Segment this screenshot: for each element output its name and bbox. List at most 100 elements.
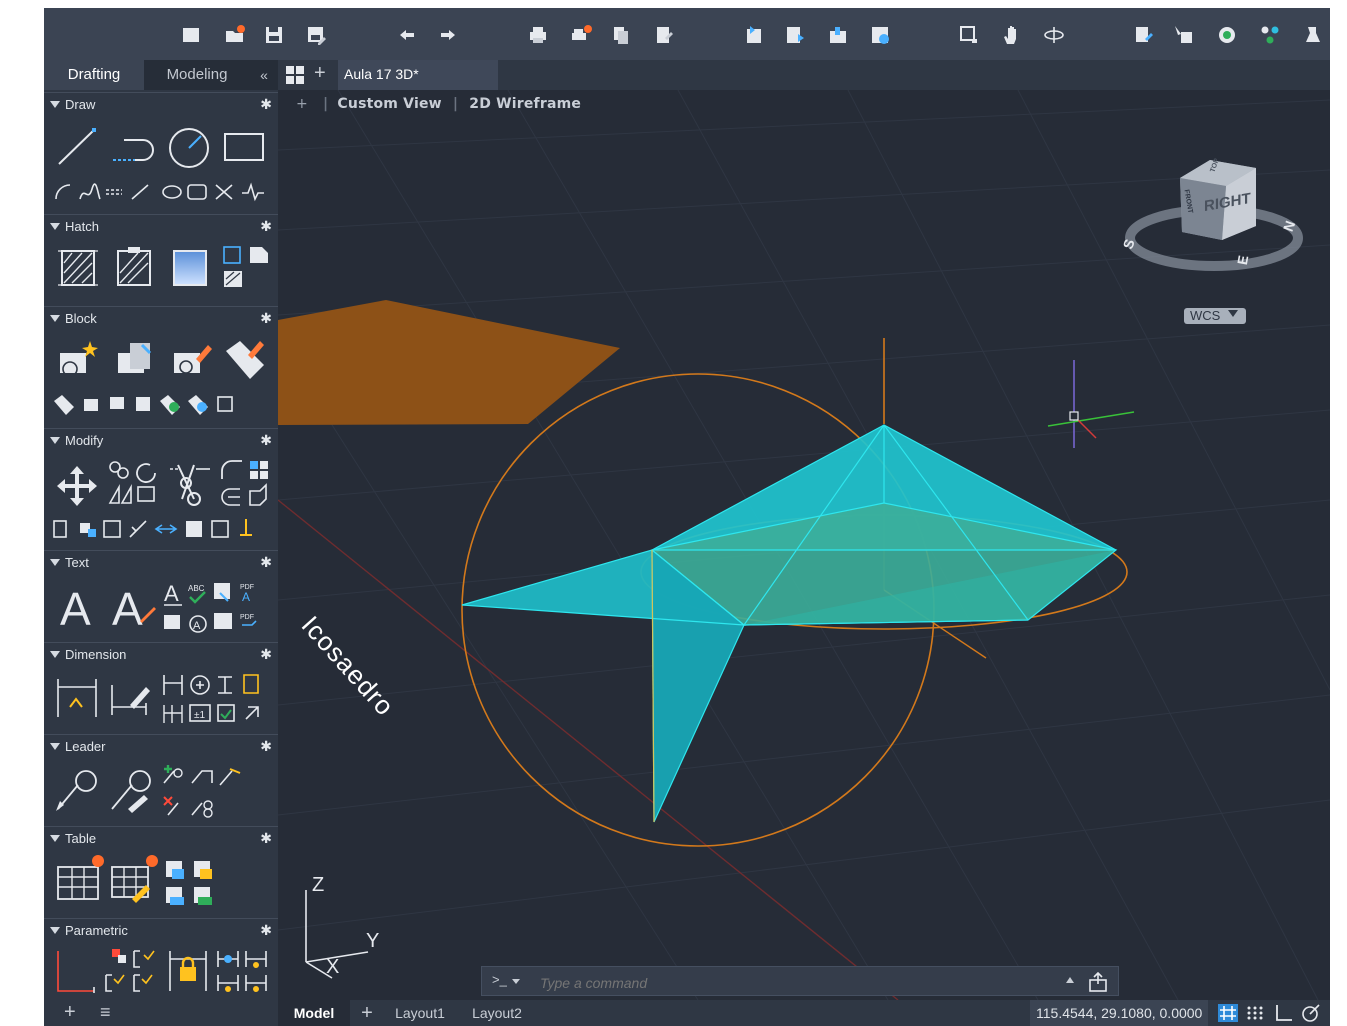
- gear-icon[interactable]: ✱: [260, 830, 272, 846]
- wcs-dropdown[interactable]: WCS: [1184, 308, 1246, 324]
- drawing-viewport[interactable]: + | Custom View | 2D Wireframe Icosaedro…: [278, 90, 1330, 1000]
- section-header[interactable]: Parametric ✱: [44, 919, 278, 943]
- gear-icon[interactable]: ✱: [260, 218, 272, 234]
- trim-tool-icon[interactable]: [166, 459, 214, 511]
- layer-states-icon[interactable]: [1259, 24, 1281, 46]
- batch-plot-icon[interactable]: [570, 24, 592, 46]
- modify-copy-rotate-icons[interactable]: [106, 459, 158, 511]
- circle-tool-icon[interactable]: [168, 127, 210, 169]
- tab-modeling[interactable]: Modeling: [166, 66, 228, 83]
- add-layout-button[interactable]: +: [361, 1002, 373, 1024]
- section-header[interactable]: Modify ✱: [44, 429, 278, 453]
- collapse-palette-button[interactable]: «: [260, 67, 268, 83]
- polar-tracking-icon[interactable]: [1300, 1003, 1322, 1023]
- section-header[interactable]: Hatch ✱: [44, 215, 278, 239]
- create-block-icon[interactable]: [56, 339, 100, 381]
- grid-view-icon[interactable]: [286, 66, 304, 84]
- hatch-edit-icon[interactable]: [112, 245, 156, 291]
- leader-edit-icon[interactable]: [108, 767, 156, 813]
- properties-icon[interactable]: [1133, 24, 1155, 46]
- view-name-button[interactable]: Custom View: [337, 96, 442, 112]
- import-icon[interactable]: [743, 24, 765, 46]
- redo-icon[interactable]: [437, 24, 459, 46]
- gear-icon[interactable]: ✱: [260, 554, 272, 570]
- design-center-icon[interactable]: [1216, 24, 1238, 46]
- add-palette-button[interactable]: +: [64, 1001, 76, 1023]
- save-icon[interactable]: [263, 24, 285, 46]
- smart-dimension-icon[interactable]: [54, 675, 100, 721]
- rectangle-tool-icon[interactable]: [222, 131, 266, 163]
- polyline-tool-icon[interactable]: [110, 133, 156, 165]
- tab-drafting[interactable]: Drafting: [44, 60, 144, 90]
- insert-block-icon[interactable]: [114, 339, 158, 381]
- gear-icon[interactable]: ✱: [260, 96, 272, 112]
- viewcube[interactable]: [1125, 160, 1303, 271]
- tab-layout1[interactable]: Layout1: [395, 1005, 445, 1021]
- table-tool-icon[interactable]: [54, 853, 106, 905]
- table-small-tools-icon[interactable]: [162, 859, 222, 911]
- edit-block-icon[interactable]: [170, 339, 214, 381]
- single-line-text-icon[interactable]: A: [110, 585, 158, 629]
- modify-small-tools-icon[interactable]: [52, 517, 272, 541]
- boundary-tool-icon[interactable]: [220, 243, 272, 295]
- fillet-array-icons[interactable]: [220, 459, 272, 511]
- section-header[interactable]: Text ✱: [44, 551, 278, 575]
- gear-icon[interactable]: ✱: [260, 922, 272, 938]
- chevron-down-icon[interactable]: [512, 979, 520, 984]
- dimensional-constraint-icon[interactable]: [166, 945, 210, 995]
- draw-small-tools-icon[interactable]: [52, 181, 274, 203]
- multiline-text-icon[interactable]: A: [58, 585, 98, 629]
- gear-icon[interactable]: ✱: [260, 432, 272, 448]
- block-attribute-icon[interactable]: [222, 337, 270, 381]
- share-drawing-icon[interactable]: [869, 24, 891, 46]
- snap-toggle-icon[interactable]: [1246, 1005, 1264, 1021]
- extract-data-icon[interactable]: [108, 853, 160, 905]
- section-header[interactable]: Table ✱: [44, 827, 278, 851]
- viewport-menu-button[interactable]: +: [296, 96, 308, 112]
- plot-icon[interactable]: [527, 24, 549, 46]
- parametric-small-tools-icon[interactable]: [216, 947, 272, 997]
- undo-icon[interactable]: [396, 24, 418, 46]
- orbit-icon[interactable]: [1043, 24, 1065, 46]
- command-input[interactable]: [538, 972, 1062, 994]
- share-icon[interactable]: [1088, 971, 1108, 992]
- sheet-set-icon[interactable]: [610, 24, 632, 46]
- palette-menu-button[interactable]: ≡: [100, 1002, 111, 1022]
- new-tab-button[interactable]: +: [314, 62, 326, 84]
- tab-layout2[interactable]: Layout2: [472, 1005, 522, 1021]
- open-file-icon[interactable]: [224, 24, 246, 46]
- gear-icon[interactable]: ✱: [260, 738, 272, 754]
- publish-icon[interactable]: [653, 24, 675, 46]
- hatch-tool-icon[interactable]: [56, 245, 100, 291]
- move-tool-icon[interactable]: [54, 463, 100, 509]
- markup-icon[interactable]: [1302, 24, 1324, 46]
- coordinates-readout[interactable]: 115.4544, 29.1080, 0.0000: [1030, 1000, 1209, 1026]
- text-small-tools-icon[interactable]: A ABC PDF A A PDF: [162, 579, 274, 639]
- geometric-constraint-icon[interactable]: [54, 947, 98, 995]
- line-tool-icon[interactable]: [56, 127, 98, 167]
- gear-icon[interactable]: ✱: [260, 310, 272, 326]
- section-header[interactable]: Leader ✱: [44, 735, 278, 759]
- gear-icon[interactable]: ✱: [260, 646, 272, 662]
- gradient-tool-icon[interactable]: [168, 245, 212, 291]
- attach-icon[interactable]: [827, 24, 849, 46]
- match-properties-icon[interactable]: [1173, 24, 1195, 46]
- dimension-small-tools-icon[interactable]: ±1: [162, 671, 274, 729]
- zoom-window-icon[interactable]: [958, 24, 980, 46]
- section-header[interactable]: Draw ✱: [44, 93, 278, 117]
- leader-small-tools-icon[interactable]: [162, 763, 252, 819]
- command-prompt-icon[interactable]: >_: [492, 972, 507, 987]
- constraint-small-tools-icon[interactable]: [104, 947, 158, 997]
- history-toggle-icon[interactable]: [1066, 977, 1074, 983]
- tab-model[interactable]: Model: [278, 1000, 350, 1026]
- new-file-icon[interactable]: [180, 24, 202, 46]
- ortho-toggle-icon[interactable]: [1274, 1004, 1294, 1022]
- section-header[interactable]: Block ✱: [44, 307, 278, 331]
- pan-icon[interactable]: [1001, 24, 1023, 46]
- block-small-tools-icon[interactable]: [52, 393, 252, 417]
- grid-toggle-icon[interactable]: [1218, 1004, 1238, 1022]
- section-header[interactable]: Dimension ✱: [44, 643, 278, 667]
- tab-aula-17-3d[interactable]: Aula 17 3D*: [338, 60, 498, 90]
- save-as-icon[interactable]: [305, 24, 327, 46]
- multileader-icon[interactable]: [54, 767, 100, 813]
